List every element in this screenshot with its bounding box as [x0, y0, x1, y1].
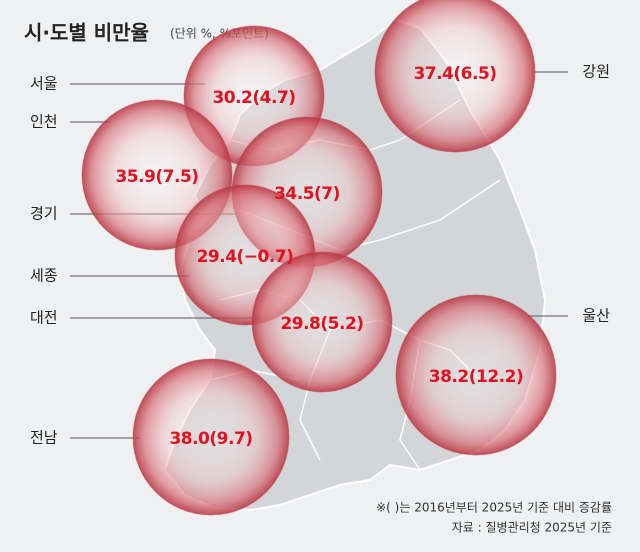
value-label: 35.9(7.5): [115, 167, 198, 187]
region-name: 인천: [30, 113, 58, 131]
bubble: [395, 294, 557, 456]
region-name: 서울: [30, 75, 58, 93]
bubble: [374, 0, 536, 153]
value-label: 29.4(−0.7): [197, 247, 294, 267]
region-name: 울산: [582, 307, 610, 325]
bubble: [132, 358, 290, 516]
value-label: 34.5(7): [274, 184, 340, 204]
region-name: 세종: [30, 267, 58, 285]
region-name: 강원: [582, 63, 610, 81]
footnote: ※( )는 2016년부터 2025년 기준 대비 증감률: [376, 501, 612, 515]
region-name: 전남: [30, 429, 58, 447]
value-label: 38.0(9.7): [169, 429, 252, 449]
value-label: 37.4(6.5): [413, 64, 496, 84]
source: 자료 : 질병관리청 2025년 기준: [452, 521, 612, 535]
region-name: 대전: [30, 309, 58, 327]
title: 시·도별 비만율: [24, 21, 149, 45]
value-label: 38.2(12.2): [429, 367, 523, 387]
value-label: 30.2(4.7): [212, 88, 295, 108]
bubbles: [81, 0, 557, 516]
region-name: 경기: [30, 205, 58, 223]
value-label: 29.8(5.2): [280, 314, 363, 334]
bubble: [251, 251, 393, 393]
